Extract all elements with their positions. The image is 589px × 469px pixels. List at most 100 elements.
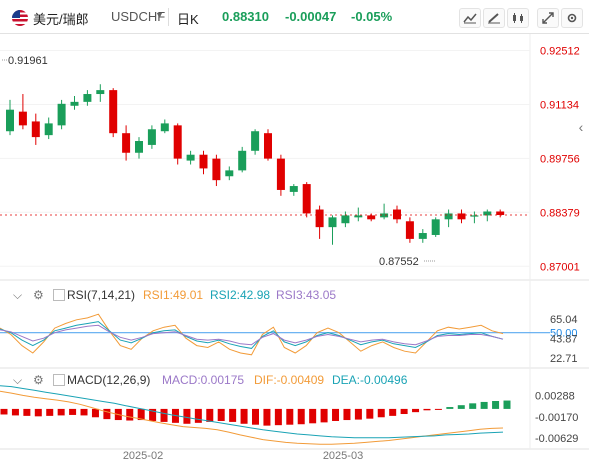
candle-body [238, 150, 247, 171]
candle-body [483, 211, 492, 216]
rsi-tick-label: 22.71 [550, 353, 578, 365]
candle-body [31, 121, 40, 138]
macd-histogram-bar [149, 408, 157, 421]
macd-histogram-bar [309, 408, 317, 424]
chevron-left-icon[interactable]: ‹ [578, 119, 584, 135]
rsi-tick-label: 43.87 [550, 333, 578, 345]
rsi-tick-label: 50.00 [550, 328, 578, 340]
collapse-icon[interactable]: ⌵ [13, 372, 23, 387]
macd-histogram-bar [91, 408, 99, 418]
candle-body [354, 215, 363, 218]
candle-body [173, 125, 182, 159]
macd-histogram-bar [412, 408, 420, 413]
x-tick-label: 2025-03 [323, 450, 363, 462]
macd-histogram-bar [434, 408, 442, 410]
rsi-series-line [0, 324, 504, 346]
rsi-series-line [0, 313, 504, 356]
candle-body [496, 211, 505, 216]
macd-histogram-bar [469, 403, 477, 409]
macd-histogram-bar [320, 408, 328, 423]
candle-body [431, 219, 440, 235]
candle-body [199, 154, 208, 169]
chart-style-icon[interactable] [459, 8, 481, 28]
gear-icon[interactable]: ⚙ [33, 373, 44, 387]
last-price: 0.88310 [222, 9, 269, 24]
macd-histogram-bar [332, 408, 340, 421]
visibility-box-icon[interactable] [53, 374, 65, 386]
candle-body [276, 158, 285, 190]
dif-value: DIF:-0.00409 [254, 373, 325, 387]
rsi-series-line [0, 321, 504, 349]
gear-icon[interactable]: ⚙ [33, 288, 44, 302]
macd-histogram-bar [263, 408, 271, 426]
rsi3-value: RSI3:43.05 [276, 288, 337, 302]
macd-histogram-bar [400, 408, 408, 415]
macd-histogram-bar [57, 408, 65, 416]
macd-value: MACD:0.00175 [162, 373, 245, 387]
candle-body [83, 94, 92, 102]
x-tick-label: 2025-02 [123, 450, 163, 462]
candle-body [57, 103, 66, 126]
macd-legend: ⌵ ⚙ MACD(12,26,9) MACD:0.00175 DIF:-0.00… [0, 371, 589, 389]
candle-body [367, 215, 376, 220]
macd-label: MACD(12,26,9) [67, 373, 151, 387]
macd-histogram-bar [446, 407, 454, 409]
candle-body [380, 213, 389, 218]
collapse-icon[interactable]: ⌵ [13, 287, 23, 302]
macd-histogram-bar [103, 408, 111, 420]
macd-histogram-bar [377, 408, 385, 418]
candle-body [470, 215, 479, 217]
candle-body [109, 90, 118, 134]
symbol-dropdown-icon[interactable]: ▼ [155, 10, 164, 20]
macd-histogram-bar [194, 408, 202, 423]
candle-body [405, 221, 414, 239]
candle-body [18, 111, 27, 126]
candle-body [135, 141, 143, 153]
candle-body [186, 154, 195, 161]
candle-body [251, 131, 260, 151]
price-change-percent: -0.05% [351, 9, 393, 24]
macd-histogram-bar [457, 405, 465, 409]
candle-type-icon[interactable] [507, 8, 529, 28]
low-annotation: 0.87552 [379, 256, 419, 268]
rsi-legend: ⌵ ⚙ RSI(7,14,21) RSI1:49.01 RSI2:42.98 R… [0, 286, 589, 304]
header-divider [168, 8, 169, 26]
symbol-code[interactable]: USDCHF [111, 9, 166, 24]
macd-histogram-bar [160, 408, 168, 422]
us-flag-icon [12, 10, 28, 26]
candle-body [44, 123, 53, 136]
candle-body [225, 170, 234, 177]
candle-body [302, 184, 311, 214]
price-tick-label: 0.88379 [540, 207, 580, 219]
candle-body [341, 215, 350, 224]
candle-body [122, 133, 131, 153]
macd-dea-line [0, 385, 504, 439]
macd-histogram-bar [492, 401, 500, 409]
symbol-name[interactable]: 美元/瑞郎 [33, 12, 89, 27]
draw-icon[interactable] [483, 8, 505, 28]
macd-histogram-bar [46, 408, 54, 416]
macd-histogram-bar [240, 408, 248, 424]
visibility-box-icon[interactable] [53, 289, 65, 301]
candle-body [70, 101, 79, 106]
candle-body [96, 90, 105, 95]
macd-histogram-bar [34, 408, 42, 417]
candle-body [328, 217, 337, 228]
price-tick-label: 0.87001 [540, 261, 580, 273]
macd-histogram-bar [343, 408, 351, 421]
rsi1-value: RSI1:49.01 [143, 288, 204, 302]
period-selector[interactable]: 日K [177, 12, 199, 27]
macd-histogram-bar [11, 408, 19, 416]
macd-histogram-bar [23, 408, 31, 416]
macd-histogram-bar [80, 408, 88, 416]
macd-histogram-bar [217, 408, 225, 421]
macd-histogram-bar [503, 400, 511, 409]
rsi-label: RSI(7,14,21) [67, 288, 136, 302]
candle-body [6, 109, 14, 132]
settings-icon[interactable] [561, 8, 583, 28]
fullscreen-icon[interactable] [537, 8, 559, 28]
rsi-tick-label: 65.04 [550, 314, 578, 326]
header-separator [0, 33, 589, 34]
macd-histogram-bar [69, 408, 77, 415]
